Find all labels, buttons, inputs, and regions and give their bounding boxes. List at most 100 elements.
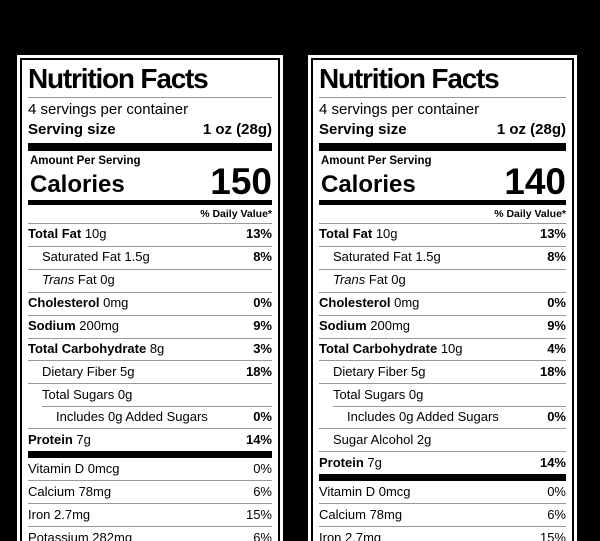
vitamin-rows: Vitamin D 0mcg 0% Calcium 78mg 6% Iron 2.7mg… <box>28 458 272 541</box>
divider-hairline <box>28 97 272 99</box>
nutrient-row: Total Sugars 0g <box>319 383 566 406</box>
servings-per-container: 4 servings per container <box>319 101 480 119</box>
nutrient-name: Saturated Fat 1.5g <box>42 249 150 265</box>
nutrient-row: Saturated Fat 1.5g 8% <box>28 245 272 269</box>
daily-value-percent: 0% <box>547 483 566 499</box>
divider-thick <box>319 143 566 152</box>
nutrient-name: Iron 2.7mg <box>28 506 91 522</box>
divider-thick <box>319 474 566 482</box>
serving-size-value: 1 oz (28g) <box>496 121 566 139</box>
label-frame: Nutrition Facts 4 servings per container… <box>20 58 280 541</box>
nutrient-name: Iron 2.7mg <box>319 529 382 541</box>
nutrient-row: Cholesterol 0mg 0% <box>319 291 566 315</box>
divider-hairline <box>319 97 566 99</box>
nutrient-name: Dietary Fiber 5g <box>333 363 426 379</box>
nutrient-name: Total Carbohydrate 10g <box>319 341 463 357</box>
nutrient-name: Total Fat 10g <box>28 226 107 242</box>
daily-value-percent: 18% <box>539 363 566 379</box>
nutrient-row: Iron 2.7mg 15% <box>28 503 272 526</box>
daily-value-percent: 8% <box>547 249 566 265</box>
nutrient-name: Total Sugars 0g <box>42 386 133 402</box>
nutrient-row: Sugar Alcohol 2g <box>319 428 566 451</box>
nutrient-name: Trans Fat 0g <box>333 272 406 288</box>
nutrient-row: Dietary Fiber 5g 18% <box>319 360 566 383</box>
nutrient-name: Sodium 200mg <box>319 318 411 334</box>
nutrient-name: Sodium 200mg <box>28 318 120 334</box>
nutrient-name: Potassium 282mg <box>28 529 133 541</box>
serving-size-row: Serving size 1 oz (28g) <box>319 119 566 143</box>
daily-value-percent: 6% <box>253 483 272 499</box>
nutrient-row: Vitamin D 0mcg 0% <box>319 481 566 503</box>
nutrient-row: Trans Fat 0g <box>319 268 566 292</box>
nutrient-row: Sodium 200mg 9% <box>319 314 566 338</box>
nutrient-name: Cholesterol 0mg <box>319 295 420 311</box>
daily-value-percent: 6% <box>253 529 272 541</box>
nutrient-row: Includes 0g Added Sugars 0% <box>319 406 566 428</box>
nutrient-name: Sugar Alcohol 2g <box>333 431 432 447</box>
nutrient-row: Includes 0g Added Sugars 0% <box>28 406 272 428</box>
daily-value-percent: 0% <box>547 295 566 311</box>
serving-size-value: 1 oz (28g) <box>202 121 272 139</box>
calories-row: Calories 150 <box>28 163 272 199</box>
label-frame: Nutrition Facts 4 servings per container… <box>311 58 574 541</box>
nutrient-row: Calcium 78mg 6% <box>319 503 566 526</box>
daily-value-header: % Daily Value* <box>28 205 272 224</box>
nutrient-row: Protein 7g 14% <box>28 428 272 451</box>
nutrient-name: Protein 7g <box>319 454 382 470</box>
nutrient-row: Iron 2.7mg 15% <box>319 526 566 541</box>
amount-per-serving-label: Amount Per Serving <box>30 155 141 168</box>
nutrient-name: Calcium 78mg <box>319 506 403 522</box>
serving-size-row: Serving size 1 oz (28g) <box>28 119 272 143</box>
nutrient-name: Saturated Fat 1.5g <box>333 249 441 265</box>
divider-medium <box>28 199 272 205</box>
nutrient-row: Cholesterol 0mg 0% <box>28 291 272 315</box>
nutrient-row: Saturated Fat 1.5g 8% <box>319 245 566 269</box>
nutrient-name: Dietary Fiber 5g <box>42 363 135 379</box>
daily-value-percent: 14% <box>539 454 566 470</box>
daily-value-percent: 6% <box>547 506 566 522</box>
calories-row: Calories 140 <box>319 161 566 203</box>
daily-value-percent: 8% <box>253 249 272 265</box>
daily-value-percent: 13% <box>539 226 566 242</box>
daily-value-percent: 9% <box>547 318 566 334</box>
daily-value-percent: 3% <box>253 341 272 357</box>
nutrient-name: Includes 0g Added Sugars <box>56 408 208 424</box>
daily-value-percent: 13% <box>245 226 272 242</box>
nutrient-row: Vitamin D 0mcg 0% <box>28 458 272 480</box>
label-title: Nutrition Facts <box>28 63 209 94</box>
nutrient-name: Vitamin D 0mcg <box>319 483 411 499</box>
calories-label: Calories <box>30 170 125 198</box>
daily-value-percent: 14% <box>245 431 272 447</box>
daily-value-percent: 4% <box>547 341 566 357</box>
divider-thick <box>28 451 272 459</box>
nutrient-row: Sodium 200mg 9% <box>28 314 272 338</box>
label-title: Nutrition Facts <box>319 63 500 94</box>
nutrient-name: Trans Fat 0g <box>42 272 115 288</box>
nutrient-name: Total Sugars 0g <box>333 386 424 402</box>
nutrient-row: Total Carbohydrate 10g 4% <box>319 337 566 361</box>
servings-per-container: 4 servings per container <box>28 101 189 119</box>
nutrient-name: Calcium 78mg <box>28 483 112 499</box>
nutrient-name: Cholesterol 0mg <box>28 295 129 311</box>
divider-thick <box>28 143 272 152</box>
calories-label: Calories <box>321 170 416 198</box>
daily-value-percent: 15% <box>539 529 566 541</box>
nutrient-name: Vitamin D 0mcg <box>28 460 120 476</box>
calories-value: 140 <box>504 161 566 203</box>
daily-value-percent: 18% <box>245 363 272 379</box>
daily-value-header: % Daily Value* <box>319 205 566 224</box>
daily-value-percent: 15% <box>245 506 272 522</box>
daily-value-percent: 0% <box>253 408 272 424</box>
nutrient-row: Dietary Fiber 5g 18% <box>28 360 272 383</box>
amount-per-serving-label: Amount Per Serving <box>321 155 432 168</box>
nutrient-name: Total Carbohydrate 8g <box>28 341 165 357</box>
nutrient-row: Trans Fat 0g <box>28 268 272 292</box>
divider-medium <box>319 199 566 205</box>
nutrient-row: Protein 7g 14% <box>319 451 566 474</box>
daily-value-percent: 9% <box>253 318 272 334</box>
vitamin-rows: Vitamin D 0mcg 0% Calcium 78mg 6% Iron 2.7mg… <box>319 481 566 541</box>
nutrient-row: Total Fat 10g 13% <box>319 224 566 246</box>
nutrient-row: Total Fat 10g 13% <box>28 224 272 246</box>
nutrient-name: Total Fat 10g <box>319 226 398 242</box>
